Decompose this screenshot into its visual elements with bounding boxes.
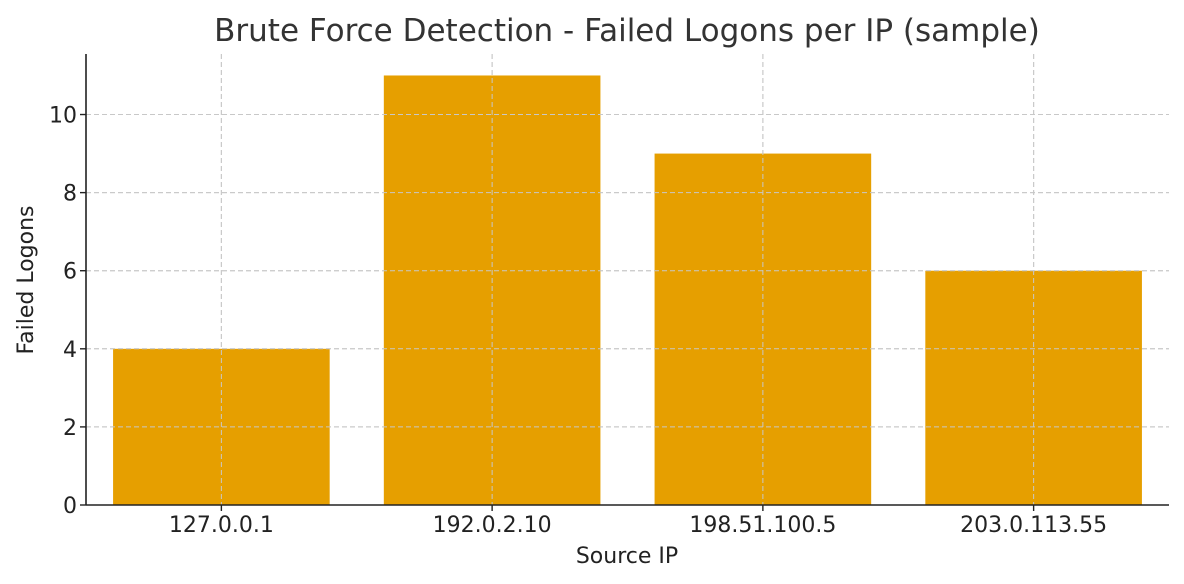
x-tick-label: 127.0.0.1 — [169, 513, 274, 538]
x-tick-label: 192.0.2.10 — [433, 513, 552, 538]
y-tick-label: 4 — [63, 338, 77, 363]
tick-labels: 0 2 4 6 8 10 127.0.0.1 192.0.2.10 198.51.100.5 20… — [49, 104, 1107, 538]
x-axis-label: Source IP — [576, 544, 678, 569]
x-tick-label: 198.51.100.5 — [689, 513, 836, 538]
bars — [86, 54, 1169, 506]
x-tick-label: 203.0.113.55 — [960, 513, 1107, 538]
y-tick-label: 8 — [63, 182, 77, 207]
y-axis-label: Failed Logons — [14, 206, 39, 355]
chart-title: Brute Force Detection - Failed Logons pe… — [214, 13, 1040, 49]
y-tick-label: 2 — [63, 416, 77, 441]
y-tick-label: 10 — [49, 104, 77, 129]
y-tick-label: 0 — [63, 494, 77, 519]
y-tick-label: 6 — [63, 260, 77, 285]
axes — [80, 54, 1169, 511]
